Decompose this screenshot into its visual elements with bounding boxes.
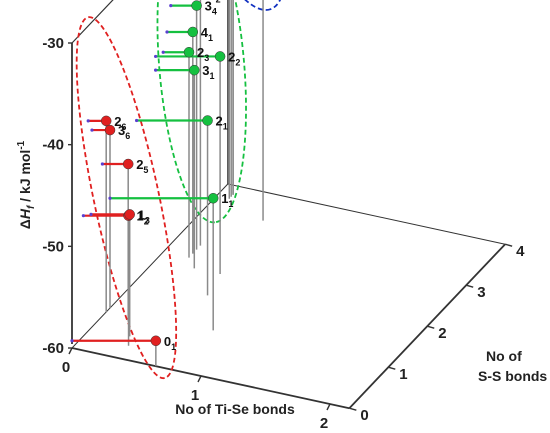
- point-labels: 011213252636112122312341343224335135, 42: [114, 0, 240, 352]
- z-tick-label: 2: [438, 325, 446, 342]
- projection-end-1-2: [81, 214, 85, 218]
- point-label-2-1: 21: [216, 114, 228, 132]
- y-tick-label: -40: [42, 137, 64, 154]
- point-3-1: [189, 64, 200, 76]
- x-tick: [326, 403, 331, 411]
- point-label-2-2: 22: [228, 49, 240, 67]
- z-tick-label: 4: [516, 243, 525, 260]
- z-tick: [427, 325, 435, 329]
- projection-end-2-2: [154, 54, 158, 59]
- point-label-3-1: 31: [202, 63, 214, 81]
- x-tick-label: 1: [191, 387, 199, 404]
- z-tick: [349, 407, 357, 411]
- point-3-6: [104, 124, 116, 136]
- y-axis-label: ΔHf / kJ mol-1: [16, 140, 37, 229]
- top-back-edge: [71, 0, 114, 44]
- point-1-3: [124, 209, 135, 220]
- point-label-3-6: 36: [118, 123, 130, 141]
- projection-end-0-1: [70, 339, 74, 343]
- x-tick-label: 0: [62, 359, 70, 376]
- projection-end-3-6: [90, 128, 94, 132]
- projection-end-2-6: [86, 119, 90, 123]
- point-3-4: [191, 0, 202, 11]
- point-label-3-2: 32: [208, 0, 220, 4]
- y-tick-label: -30: [42, 35, 64, 52]
- projection-end-2-3: [161, 50, 165, 54]
- point-label-1-2: 12: [137, 209, 149, 227]
- point-label-0-1: 01: [164, 334, 176, 352]
- point-label-4-1: 41: [201, 25, 213, 43]
- y-tick-label: -60: [42, 340, 64, 357]
- z-tick-label: 3: [477, 284, 485, 301]
- point-label-2-5: 25: [136, 157, 148, 175]
- point-label-1-3: 13: [138, 207, 150, 225]
- projection-end-3-1: [154, 68, 158, 72]
- z-tick-label: 1: [399, 366, 407, 383]
- point-label-1-1: 11: [221, 191, 233, 209]
- z-tick-label: 0: [360, 407, 368, 424]
- x-tick: [197, 375, 202, 383]
- x-axis-label: No of Ti-Se bonds: [175, 401, 295, 417]
- point-2-6: [100, 115, 112, 127]
- point-label-2-6: 26: [114, 114, 126, 132]
- point-2-5: [122, 158, 134, 170]
- point-2-2: [214, 51, 226, 62]
- point-4-1: [187, 26, 199, 38]
- axes-frame: [68, 0, 513, 411]
- point-2-1: [202, 115, 213, 126]
- point-0-1: [150, 335, 162, 347]
- z-tick: [388, 366, 396, 370]
- x-tick: [68, 347, 73, 355]
- back-floor-edge: [71, 183, 229, 349]
- z-tick: [504, 243, 513, 247]
- projection-end-2-1: [135, 118, 139, 123]
- y-tick-label: -50: [42, 238, 64, 255]
- points: [100, 0, 226, 347]
- stems: [105, 0, 264, 367]
- projection-end-3-4: [169, 4, 173, 8]
- point-label-3-4: 34: [205, 0, 217, 17]
- projection-end-2-5: [100, 162, 104, 166]
- z-tick: [466, 284, 474, 288]
- point-2-3: [183, 46, 195, 58]
- floor-edge-x: [71, 347, 350, 410]
- projection-end-1-3: [89, 212, 93, 216]
- red-cluster-ellipse: [75, 16, 178, 380]
- x-tick-label: 2: [320, 415, 328, 432]
- blue-cluster-ellipse: [189, 0, 287, 11]
- point-label-2-3: 23: [197, 45, 209, 63]
- projection-end-1-1: [108, 196, 112, 200]
- projection-end-4-1: [165, 30, 169, 34]
- back-floor-edge-x: [227, 183, 506, 245]
- z-axis-label-line2: S-S bonds: [478, 368, 547, 384]
- z-axis-label-line1: No of: [486, 348, 522, 364]
- point-1-1: [207, 192, 219, 204]
